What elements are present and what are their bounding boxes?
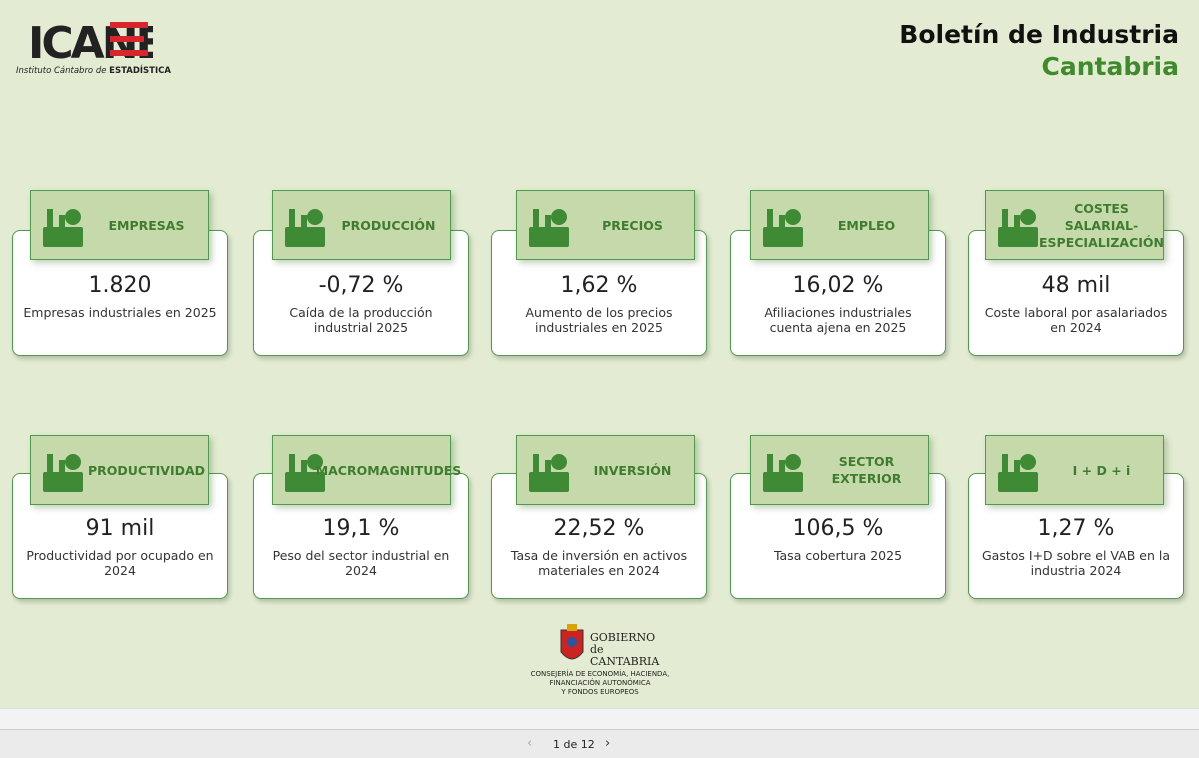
card-label: EMPLEO	[837, 217, 896, 233]
logo-caption: Instituto Cántabro de ESTADÍSTICA	[16, 66, 171, 76]
card-label: PRODUCCIÓN	[341, 217, 436, 233]
prev-page[interactable]: ‹	[527, 736, 533, 751]
card-icon	[529, 209, 569, 247]
card-icon	[43, 454, 83, 492]
card-header: INVERSIÓN	[516, 435, 695, 505]
card-description: Empresas industriales en 2025	[23, 305, 217, 320]
department: CONSEJERÍA DE ECONOMÍA, HACIENDA, FINANC…	[520, 670, 680, 697]
card-value: 1.820	[88, 273, 152, 298]
report-title: Boletín de Industria	[899, 20, 1179, 49]
card-header: PRODUCTIVIDAD	[30, 435, 209, 505]
card-label: PRODUCTIVIDAD	[87, 462, 206, 478]
logo-graphic: ICANE	[28, 18, 153, 66]
pager-bar: ‹ 1 de 12 ›	[0, 729, 1199, 758]
card-icon	[529, 454, 569, 492]
card-label: SECTOR EXTERIOR	[831, 454, 902, 486]
card-label: COSTES SALARIAL-ESPECIALIZACIÓN	[1039, 200, 1165, 250]
card-header: COSTES SALARIAL-ESPECIALIZACIÓN	[985, 190, 1164, 260]
card-description: Caída de la producción industrial 2025	[289, 305, 433, 335]
logo-caption-text: Instituto Cántabro de	[16, 66, 107, 76]
logo-caption-bold: ESTADÍSTICA	[109, 66, 171, 76]
card-label: I + D + i	[1072, 462, 1131, 478]
card-value: -0,72 %	[318, 273, 404, 298]
card-description: Afiliaciones industriales cuenta ajena e…	[764, 305, 912, 335]
card-label: PRECIOS	[602, 217, 663, 233]
card-icon	[285, 454, 325, 492]
card-value: 1,27 %	[1037, 516, 1115, 541]
dept-line: CONSEJERÍA DE ECONOMÍA, HACIENDA,	[530, 670, 670, 678]
gov-line: GOBIERNO	[590, 631, 656, 644]
card-header: EMPLEO	[750, 190, 929, 260]
card-description: Coste laboral por asalariados en 2024	[984, 305, 1168, 335]
card-icon	[763, 209, 803, 247]
card-header: EMPRESAS	[30, 190, 209, 260]
card-description: Tasa cobertura 2025	[773, 548, 903, 563]
card-icon	[998, 209, 1038, 247]
card-value: 22,52 %	[553, 516, 645, 541]
dept-line: FINANCIACIÓN AUTONÓMICA	[549, 679, 651, 687]
card-value: 1,62 %	[560, 273, 638, 298]
card-value: 19,1 %	[322, 516, 400, 541]
card-description: Aumento de los precios industriales en 2…	[525, 305, 673, 335]
card-header: I + D + i	[985, 435, 1164, 505]
card-header: MACROMAGNITUDES	[272, 435, 462, 505]
card-value: 106,5 %	[792, 516, 884, 541]
scroll-strip	[0, 708, 1199, 729]
card-icon	[763, 454, 803, 492]
card-value: 48 mil	[1041, 273, 1111, 298]
card-icon	[43, 209, 83, 247]
report-subtitle: Cantabria	[1041, 52, 1180, 81]
card-value: 91 mil	[85, 516, 155, 541]
card-label: MACROMAGNITUDES	[315, 462, 462, 478]
card-value: 16,02 %	[792, 273, 884, 298]
card-icon	[998, 454, 1038, 492]
gov-name: GOBIERNO de CANTABRIA	[590, 632, 659, 668]
card-description: Gastos I+D sobre el VAB en la industria …	[982, 548, 1170, 578]
card-header: SECTOR EXTERIOR	[750, 435, 929, 505]
card-description: Tasa de inversión en activos materiales …	[510, 548, 688, 578]
card-icon	[285, 209, 325, 247]
coat-of-arms	[560, 624, 584, 660]
card-header: PRECIOS	[516, 190, 695, 260]
card-label: EMPRESAS	[108, 217, 185, 233]
next-page[interactable]: ›	[605, 736, 611, 751]
gov-line: CANTABRIA	[590, 655, 660, 668]
dept-line: Y FONDOS EUROPEOS	[561, 688, 639, 696]
card-description: Peso del sector industrial en 2024	[272, 548, 450, 578]
card-description: Productividad por ocupado en 2024	[26, 548, 214, 578]
page-indicator: 1 de 12	[553, 738, 595, 751]
card-header: PRODUCCIÓN	[272, 190, 451, 260]
gov-line: de	[590, 643, 604, 656]
card-label: INVERSIÓN	[593, 462, 672, 478]
